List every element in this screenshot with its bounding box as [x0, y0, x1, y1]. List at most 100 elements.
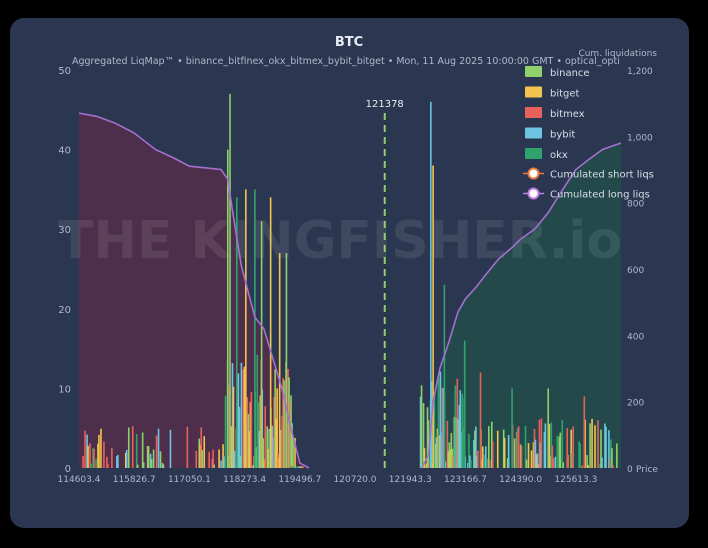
liquidation-bar — [95, 458, 97, 468]
liquidation-bar — [558, 436, 561, 468]
liquidation-bar — [601, 457, 603, 468]
legend-circle-marker — [527, 187, 540, 200]
x-tick-label: 114603.4 — [58, 475, 101, 485]
liquidation-bar — [605, 426, 607, 468]
y2-tick-label: 1,200 — [627, 67, 653, 77]
liquidation-bar — [449, 449, 452, 468]
liquidation-bar — [289, 401, 291, 468]
liquidation-bar — [273, 397, 275, 468]
liquidation-bar — [84, 430, 86, 468]
liquidation-bar — [482, 446, 484, 468]
y-tick-label: 0 — [65, 464, 71, 475]
liquidation-bar — [488, 460, 491, 468]
liquidation-bar — [150, 459, 153, 468]
legend-label: Cumulated short liqs — [550, 170, 654, 181]
liquidation-bar — [242, 369, 245, 468]
liquidation-bar — [448, 442, 451, 468]
y2-axis-label: Cum. liquidations — [578, 49, 657, 59]
liquidation-bar — [430, 101, 432, 468]
short-liqs-line — [421, 142, 622, 469]
liquidation-bar — [587, 465, 589, 468]
liquidation-bar — [502, 429, 505, 468]
liquidation-bar — [275, 418, 277, 468]
liquidation-bar — [222, 444, 224, 468]
liquidation-bar — [547, 388, 549, 468]
liquidation-bar — [524, 425, 527, 468]
liquidation-bar — [246, 397, 249, 468]
y-tick-label: 50 — [58, 66, 71, 77]
liquidation-bar — [100, 428, 102, 468]
liquidation-bar — [570, 429, 573, 468]
y2-tick-label: 200 — [627, 399, 644, 409]
liquidation-bar — [441, 387, 444, 468]
liquidation-bar — [280, 429, 282, 468]
liquidation-bar — [250, 391, 253, 468]
y2-tick-label: 0 — [627, 465, 633, 475]
liquidation-bar — [103, 441, 105, 468]
liquidation-bar — [243, 366, 246, 468]
liquidation-bar — [572, 426, 574, 468]
liquidation-bar — [479, 372, 482, 468]
y-axis-ticks: 0 10 20 30 40 50 — [58, 66, 71, 475]
liquidation-bar — [467, 462, 469, 468]
long-liqs-area — [79, 113, 310, 468]
liquidation-bar — [476, 455, 478, 468]
liquidation-bar — [604, 423, 606, 468]
liquidation-bar — [507, 434, 510, 468]
y-tick-label: 40 — [58, 146, 71, 157]
liquidation-bar — [460, 431, 463, 468]
liquidation-bar — [451, 448, 454, 468]
liquidation-bar — [420, 385, 423, 468]
liquidation-bar — [533, 428, 536, 468]
liquidation-bar — [295, 466, 298, 468]
liquidation-bar — [456, 378, 459, 468]
liquidation-bar — [283, 380, 285, 468]
liquidation-bar — [535, 454, 538, 468]
liquidation-bar — [294, 437, 296, 468]
liquidation-bar — [457, 419, 460, 468]
liquidation-bar — [578, 441, 580, 468]
y-tick-label: 20 — [58, 305, 71, 316]
liquidation-bar — [269, 197, 272, 469]
x-tick-label: 121943.3 — [389, 475, 432, 485]
liquidation-bar — [511, 388, 513, 468]
legend-label: bybit — [550, 130, 575, 141]
liquidation-bar — [106, 456, 108, 468]
liquidation-bar — [90, 463, 92, 468]
liquidation-bar — [444, 461, 447, 468]
liquidation-bar — [423, 448, 426, 468]
liquidation-bar — [291, 423, 293, 468]
liquidation-bar — [212, 449, 214, 468]
liquidation-bar — [567, 454, 570, 468]
liquidation-bar — [276, 388, 278, 468]
liquidation-bar — [520, 446, 523, 468]
liquidation-bar — [447, 451, 450, 468]
liquidation-bar — [462, 427, 465, 468]
liquidation-bar — [485, 446, 487, 468]
cumulative-lines — [78, 112, 622, 469]
liquidation-bar — [268, 429, 271, 468]
liquidation-bar — [282, 378, 284, 468]
liquidation-bar — [155, 435, 158, 468]
liquidation-bar — [454, 385, 457, 468]
liquidation-bar — [248, 431, 251, 468]
liquidation-bar — [290, 466, 292, 468]
liquidation-bar — [262, 438, 265, 468]
liquidation-bar — [600, 429, 602, 468]
liquidation-bar — [277, 454, 279, 468]
liquidation-bar — [272, 437, 274, 468]
liquidation-bar — [455, 417, 458, 468]
legend-label: bitget — [550, 89, 580, 100]
liquidation-bar — [453, 416, 456, 468]
liquidation-bar — [93, 448, 95, 468]
liquidation-bar — [161, 462, 164, 468]
liquidation-bar — [281, 416, 283, 468]
liquidation-bar — [296, 466, 299, 468]
liquidation-bar — [299, 466, 302, 468]
liquidation-bar — [266, 426, 269, 468]
liquidation-bar — [198, 438, 201, 468]
liquidation-bar — [136, 464, 139, 468]
liquidation-bar — [233, 450, 236, 468]
long-liqs-line — [78, 112, 310, 469]
liquidation-bar — [211, 459, 213, 468]
